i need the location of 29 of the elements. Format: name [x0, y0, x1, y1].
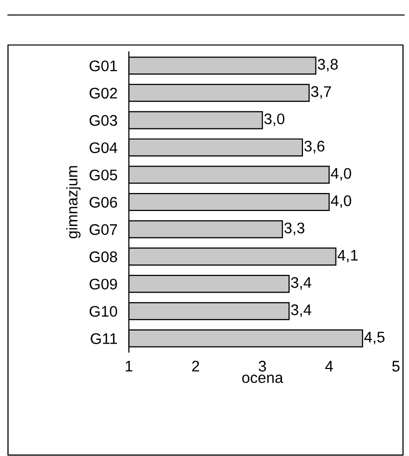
x-tick-label: 3: [258, 360, 266, 372]
x-tick-label: 5: [392, 360, 400, 372]
y-axis-title: gimnazjum: [66, 166, 81, 238]
y-tick-label: G04: [90, 142, 118, 154]
data-label: 3,7: [311, 86, 331, 99]
data-label: 4,1: [338, 250, 358, 262]
y-tick-label: G08: [90, 251, 118, 262]
data-label: 4,0: [330, 195, 352, 208]
y-tick-label: G02: [90, 88, 117, 99]
x-tick-label: 4: [325, 360, 333, 372]
x-tick-label: 2: [192, 360, 200, 372]
y-tick-label: G05: [90, 170, 118, 180]
y-tick-label: G06: [90, 196, 118, 208]
x-tick-label: 1: [126, 360, 132, 372]
y-tick-label: G01: [90, 60, 117, 72]
y-tick-label: G11: [90, 333, 117, 344]
data-label: 3,0: [264, 113, 284, 126]
data-label: 4,0: [330, 168, 352, 181]
y-tick-label: G09: [90, 278, 117, 290]
data-label: 3,4: [291, 304, 312, 318]
data-label: 3,3: [284, 222, 304, 236]
data-label: 4,5: [364, 332, 385, 344]
data-label: 3,4: [291, 277, 312, 290]
y-tick-label: G10: [90, 306, 118, 317]
x-axis-title: ocena: [242, 374, 284, 384]
data-label: 3,8: [318, 58, 338, 72]
y-tick-label: G03: [90, 115, 118, 126]
y-tick-label: G07: [90, 224, 117, 235]
data-label: 3,6: [304, 140, 324, 154]
